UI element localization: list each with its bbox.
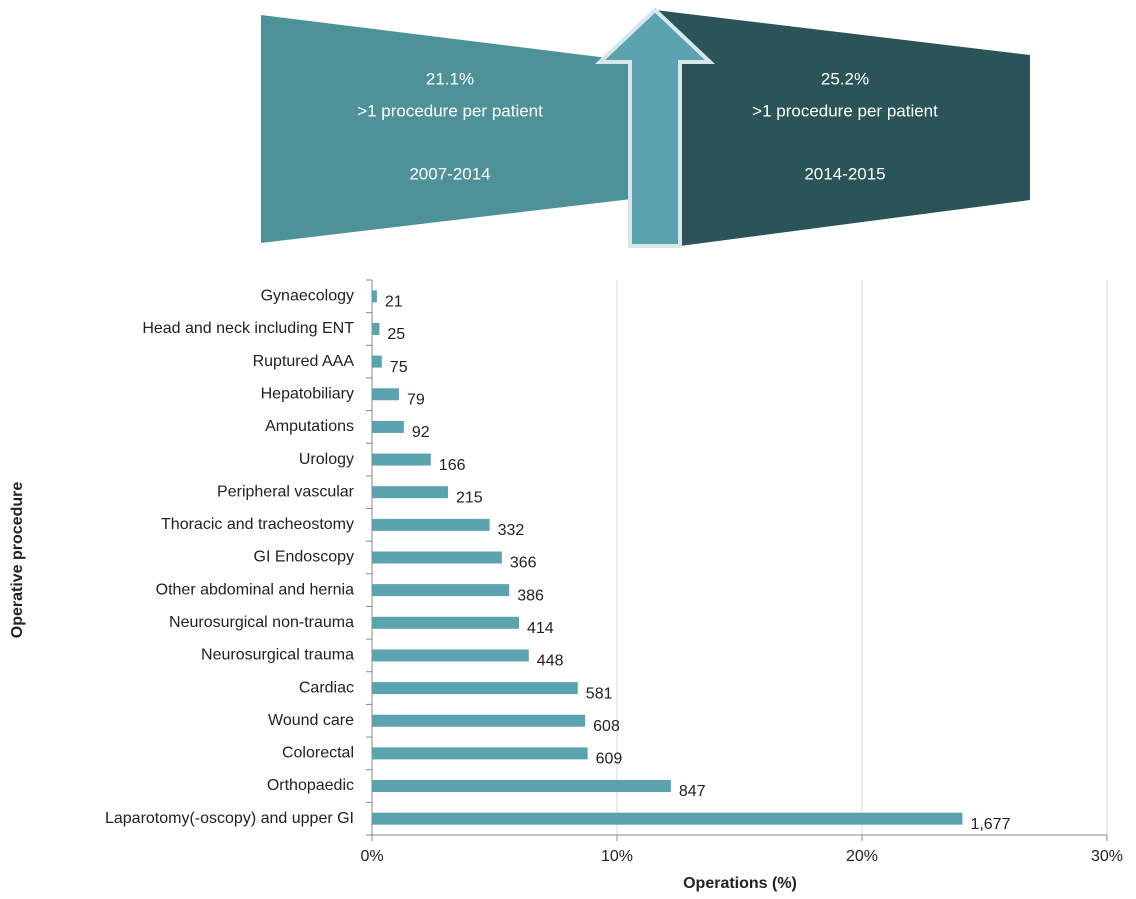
bar — [372, 616, 519, 629]
bar — [372, 355, 382, 368]
data-label: 92 — [412, 424, 430, 441]
data-label: 608 — [593, 718, 620, 735]
bar — [372, 714, 586, 727]
x-tick-label: 20% — [846, 848, 878, 865]
data-label: 166 — [439, 457, 466, 474]
banner-text: >1 procedure per patient — [752, 101, 938, 120]
bar — [372, 649, 529, 662]
data-label: 332 — [498, 522, 525, 539]
x-tick-label: 30% — [1091, 848, 1123, 865]
data-label: 414 — [527, 620, 554, 637]
bar — [372, 812, 963, 825]
bar — [372, 388, 399, 401]
y-tick-label: Ruptured AAA — [253, 353, 355, 370]
y-axis-title: Operative procedure — [9, 482, 26, 639]
y-tick-label: Neurosurgical non-trauma — [169, 614, 354, 631]
bar — [372, 584, 510, 597]
data-label: 21 — [385, 294, 403, 311]
y-tick-label: Hepatobiliary — [261, 385, 354, 402]
y-tick-label: Gynaecology — [261, 288, 354, 305]
data-label: 215 — [456, 489, 483, 506]
y-tick-label: Cardiac — [299, 679, 354, 696]
y-tick-label: Other abdominal and hernia — [156, 581, 354, 598]
y-tick-label: Urology — [299, 451, 354, 468]
data-label: 79 — [407, 391, 425, 408]
y-tick-label: Head and neck including ENT — [142, 320, 354, 337]
bar — [372, 322, 380, 335]
y-tick-label: Colorectal — [282, 745, 354, 762]
data-label: 1,677 — [970, 816, 1010, 833]
arrow — [594, 7, 716, 248]
data-label: 847 — [679, 783, 706, 800]
bar — [372, 747, 588, 760]
bar — [372, 290, 377, 303]
data-label: 581 — [586, 685, 613, 702]
bar — [372, 551, 502, 564]
data-label: 75 — [390, 359, 408, 376]
banner-text: 21.1% — [426, 69, 474, 88]
right-panel — [655, 10, 1030, 246]
bar — [372, 486, 448, 499]
bar — [372, 420, 404, 433]
banner-text: 2014-2015 — [804, 164, 885, 183]
y-tick-label: Amputations — [265, 418, 354, 435]
left-panel — [261, 15, 640, 243]
y-tick-label: Laparotomy(-oscopy) and upper GI — [105, 810, 354, 827]
data-label: 386 — [517, 587, 544, 604]
y-tick-label: Thoracic and tracheostomy — [161, 516, 354, 533]
banner-text: >1 procedure per patient — [357, 101, 543, 120]
banner-text: 2007-2014 — [409, 164, 490, 183]
x-tick-label: 10% — [601, 848, 633, 865]
banner-text: 25.2% — [821, 69, 869, 88]
y-tick-label: Orthopaedic — [267, 777, 354, 794]
bar — [372, 518, 490, 531]
bar — [372, 780, 671, 793]
bar — [372, 682, 578, 695]
data-label: 448 — [537, 653, 564, 670]
data-label: 25 — [387, 326, 405, 343]
x-tick-label: 0% — [360, 848, 383, 865]
data-label: 366 — [510, 555, 537, 572]
y-tick-label: GI Endoscopy — [254, 549, 355, 566]
data-label: 609 — [596, 751, 623, 768]
y-tick-label: Wound care — [268, 712, 354, 729]
bar — [372, 453, 431, 466]
x-axis-title: Operations (%) — [683, 875, 797, 892]
y-tick-label: Neurosurgical trauma — [201, 647, 354, 664]
y-tick-label: Peripheral vascular — [217, 483, 355, 500]
